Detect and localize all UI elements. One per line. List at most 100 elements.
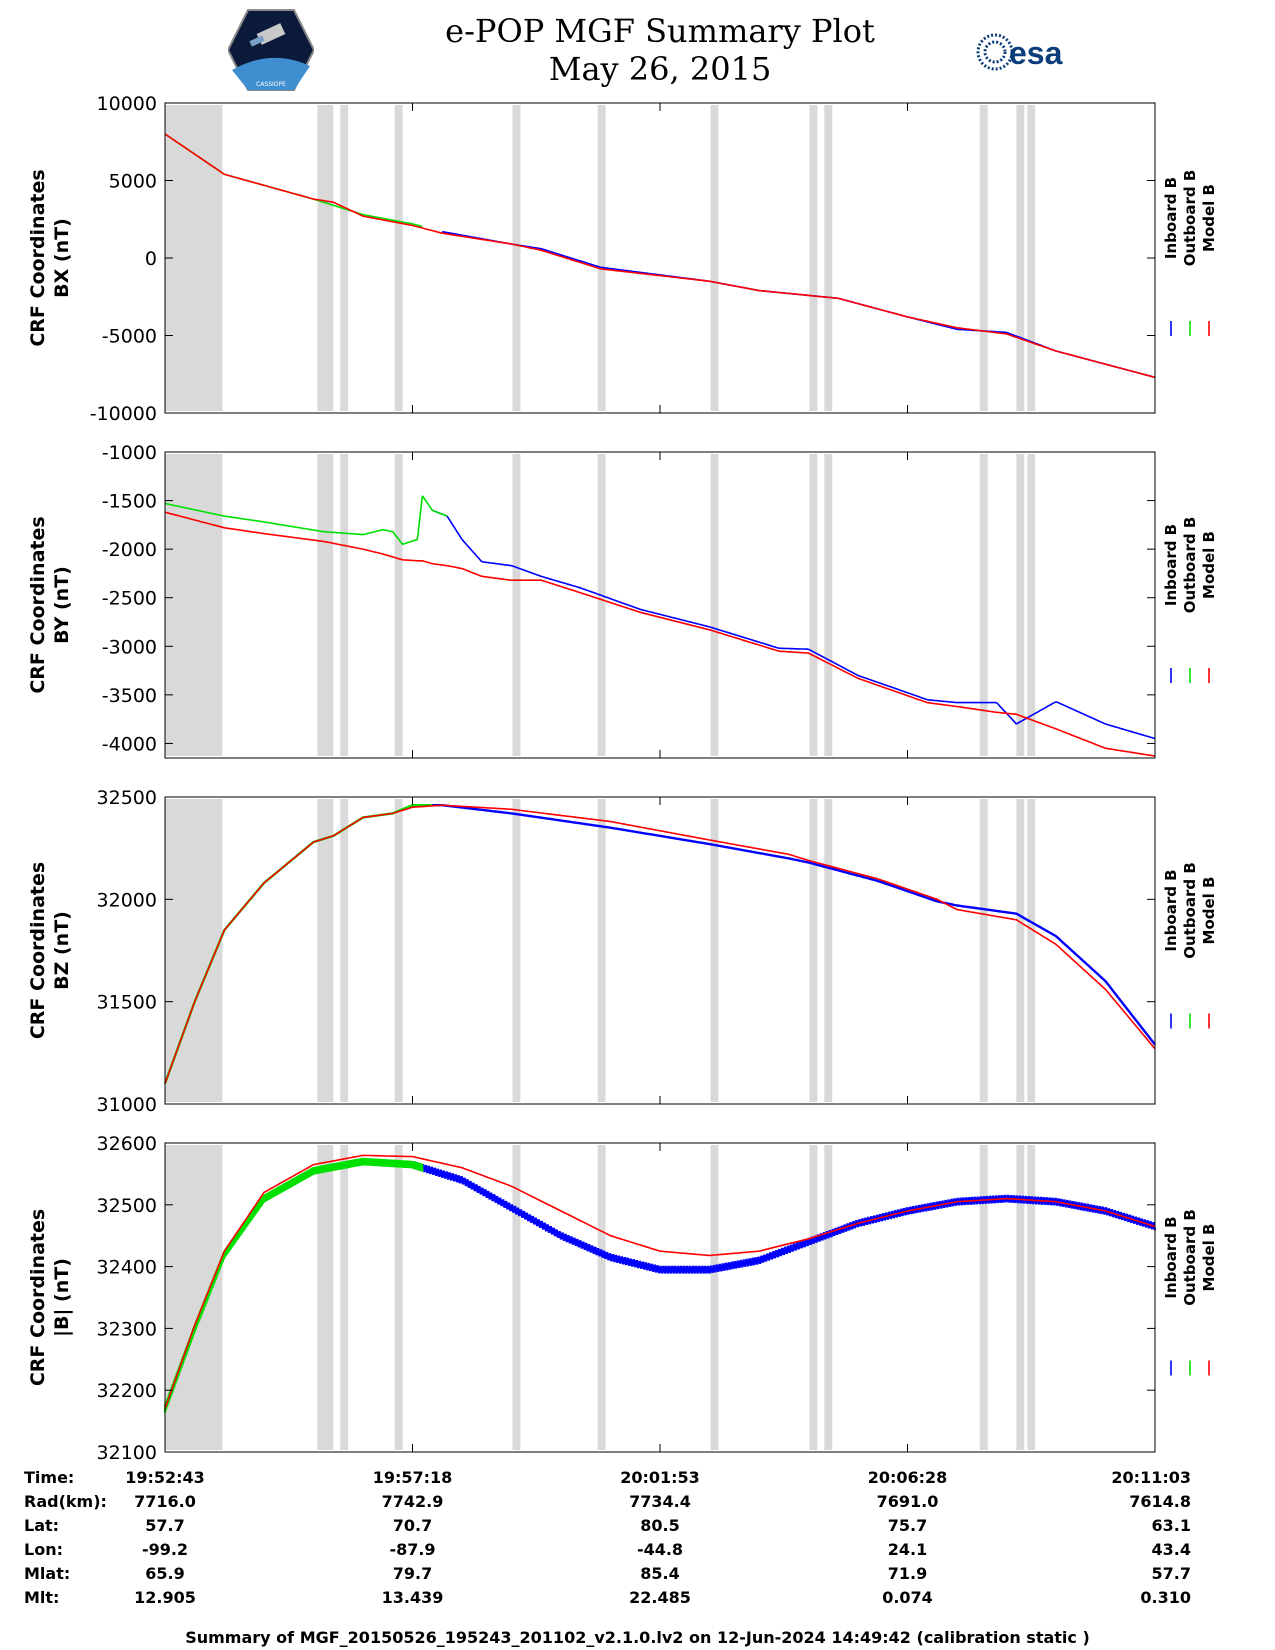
ephemeris-value: -87.9 — [389, 1540, 435, 1559]
gap-band — [809, 799, 818, 1102]
gap-band — [1027, 1145, 1036, 1450]
gap-band — [597, 1145, 606, 1450]
ephemeris-value: 22.485 — [629, 1588, 691, 1607]
y-tick-label: -5000 — [102, 326, 157, 348]
y-tick-label: 31500 — [97, 992, 157, 1014]
gap-band — [1016, 799, 1025, 1102]
gap-band — [597, 454, 606, 756]
gap-band — [1027, 454, 1036, 756]
gap-band — [165, 1145, 223, 1450]
y-tick-label: -3000 — [102, 636, 157, 658]
gap-band — [394, 105, 403, 411]
series-line-model-b — [164, 511, 1156, 757]
ephemeris-value: 85.4 — [640, 1564, 679, 1583]
gap-band — [979, 105, 988, 411]
series-line-model-b — [164, 1154, 1156, 1409]
ephemeris-value: 43.4 — [1152, 1540, 1191, 1559]
gap-band — [394, 1145, 403, 1450]
y-tick-label: 0 — [145, 248, 157, 270]
cassiope-logo-text: CASSIOPE — [256, 81, 286, 88]
ephemeris-value: 0.074 — [882, 1588, 933, 1607]
series-line-inboard-b — [411, 1161, 1157, 1274]
y-tick-label: -1500 — [102, 491, 157, 513]
ephemeris-value: 7614.8 — [1129, 1492, 1191, 1511]
ephemeris-row-label: Rad(km): — [24, 1492, 107, 1511]
ephemeris-value: 24.1 — [888, 1540, 927, 1559]
axes-frame — [164, 1142, 1156, 1453]
y-tick-label: 32500 — [97, 787, 157, 809]
cassiope-logo-icon: CASSIOPE — [228, 9, 314, 91]
gap-band — [317, 454, 334, 756]
legend-label: Outboard B — [1181, 517, 1199, 614]
y-tick-label: 32600 — [97, 1133, 157, 1155]
series-line-inboard-b — [442, 230, 1156, 379]
gap-band — [340, 799, 349, 1102]
y-axis-title: CRF Coordinates — [27, 1209, 49, 1386]
gap-band — [340, 105, 349, 411]
y-tick-label: 32300 — [97, 1318, 157, 1340]
ephemeris-value: 7691.0 — [877, 1492, 939, 1511]
ephemeris-value: 19:52:43 — [125, 1468, 205, 1487]
y-axis-title: CRF Coordinates — [27, 862, 49, 1039]
gap-band — [710, 799, 719, 1102]
ephemeris-value: 0.310 — [1140, 1588, 1191, 1607]
y-axis-units: BZ (nT) — [51, 911, 73, 990]
ephemeris-value: 7742.9 — [382, 1492, 444, 1511]
ephemeris-value: 57.7 — [145, 1516, 184, 1535]
gap-band — [512, 1145, 521, 1450]
series-line-inboard-b — [431, 509, 1156, 740]
gap-band — [597, 105, 606, 411]
legend-label: Model B — [1200, 1224, 1218, 1292]
ephemeris-value: 80.5 — [640, 1516, 679, 1535]
esa-logo-text: esa — [1009, 35, 1063, 71]
ephemeris-value: 20:01:53 — [620, 1468, 700, 1487]
legend-label: Model B — [1200, 877, 1218, 945]
gap-band — [317, 105, 334, 411]
legend-label: Inboard B — [1162, 1216, 1180, 1298]
gap-band — [340, 1145, 349, 1450]
footer-caption: Summary of MGF_20150526_195243_201102_v2… — [185, 1628, 1090, 1647]
ephemeris-value: 70.7 — [393, 1516, 432, 1535]
axes-frame — [164, 451, 1156, 759]
legend-label: Outboard B — [1181, 862, 1199, 959]
gap-band — [809, 105, 818, 411]
gap-band — [824, 799, 833, 1102]
y-axis-title: CRF Coordinates — [27, 169, 49, 346]
legend-label: Inboard B — [1162, 177, 1180, 259]
y-tick-label: 32400 — [97, 1257, 157, 1279]
y-tick-label: 10000 — [97, 93, 157, 115]
series-line-model-b — [164, 133, 1156, 379]
ephemeris-row-label: Mlat: — [24, 1564, 70, 1583]
gap-band — [979, 1145, 988, 1450]
gap-band — [597, 799, 606, 1102]
gap-band — [809, 1145, 818, 1450]
gap-band — [165, 105, 223, 411]
ephemeris-value: 71.9 — [888, 1564, 927, 1583]
gap-band — [165, 454, 223, 756]
legend-label: Outboard B — [1181, 1209, 1199, 1306]
legend-label: Inboard B — [1162, 524, 1180, 606]
ephemeris-value: 63.1 — [1152, 1516, 1191, 1535]
plot-title: e-POP MGF Summary Plot — [445, 12, 875, 50]
gap-band — [1016, 454, 1025, 756]
ephemeris-value: 20:06:28 — [868, 1468, 948, 1487]
ephemeris-value: -44.8 — [637, 1540, 683, 1559]
y-tick-label: -4000 — [102, 733, 157, 755]
gap-band — [979, 799, 988, 1102]
gap-band — [1027, 799, 1036, 1102]
ephemeris-value: 13.439 — [382, 1588, 444, 1607]
y-axis-units: BX (nT) — [51, 218, 73, 298]
y-axis-units: |B| (nT) — [51, 1258, 73, 1337]
ephemeris-value: 20:11:03 — [1111, 1468, 1191, 1487]
gap-band — [1027, 105, 1036, 411]
esa-logo-icon: esa — [976, 33, 1063, 71]
gap-band — [317, 1145, 334, 1450]
series-line-inboard-b — [412, 804, 1156, 1046]
gap-band — [394, 799, 403, 1102]
ephemeris-value: 19:57:18 — [373, 1468, 453, 1487]
ephemeris-value: 7716.0 — [134, 1492, 196, 1511]
y-tick-label: -2500 — [102, 588, 157, 610]
gap-band — [340, 454, 349, 756]
gap-band — [1016, 105, 1025, 411]
y-tick-label: 5000 — [109, 171, 157, 193]
